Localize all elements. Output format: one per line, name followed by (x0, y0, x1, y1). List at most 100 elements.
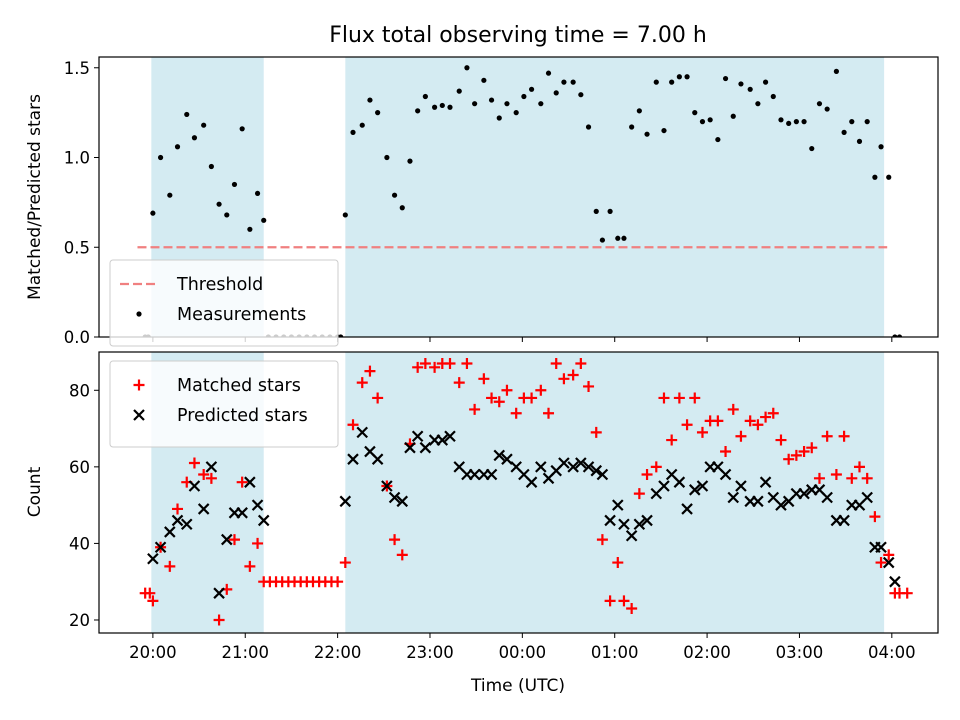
data-point (770, 93, 776, 100)
data-point (882, 556, 895, 569)
data-point (747, 86, 753, 92)
data-point (681, 503, 693, 515)
data-point (644, 131, 650, 137)
data-point (436, 434, 449, 446)
y-axis-label-count: Count (25, 466, 45, 517)
data-point (778, 117, 784, 123)
data-point (618, 595, 630, 607)
data-point (388, 491, 401, 504)
data-point (201, 122, 207, 128)
data-point (886, 174, 892, 180)
x-tick-label: 00:00 (499, 643, 547, 662)
data-point (604, 514, 616, 527)
data-point (578, 92, 584, 98)
data-point (755, 101, 761, 107)
data-point (699, 119, 706, 125)
data-point (468, 468, 481, 481)
data-point (205, 461, 218, 473)
x-tick-label: 20:00 (129, 643, 177, 662)
data-point (147, 595, 159, 607)
data-point (650, 461, 662, 473)
data-point (157, 154, 164, 161)
data-point (526, 392, 538, 404)
data-point (332, 576, 344, 588)
data-point (496, 115, 502, 121)
data-point (759, 476, 772, 488)
data-point (864, 119, 870, 125)
data-point (356, 426, 369, 439)
data-point (469, 403, 481, 415)
data-point (727, 491, 740, 504)
data-point (681, 419, 693, 431)
data-point (896, 334, 903, 337)
y-tick-label: 0.5 (64, 238, 90, 257)
data-point (191, 135, 198, 141)
legend-swatch (133, 379, 145, 391)
y-tick-label: 40 (69, 534, 90, 553)
data-point (216, 201, 222, 207)
data-point (198, 469, 210, 481)
data-point (809, 145, 815, 152)
x-axis-label: Time (UTC) (470, 676, 565, 696)
data-point (615, 235, 621, 241)
data-point (558, 457, 570, 469)
data-point (669, 79, 675, 85)
data-point (596, 468, 609, 481)
series-group (139, 357, 913, 626)
data-point (339, 557, 351, 569)
data-point (673, 392, 685, 404)
data-point (696, 480, 709, 492)
data-point (419, 441, 432, 454)
data-point (570, 79, 576, 85)
data-point (396, 549, 408, 561)
data-point (599, 237, 606, 243)
x-tick-label: 01:00 (591, 643, 639, 662)
data-point (801, 119, 807, 125)
data-point (504, 101, 510, 107)
data-point (892, 334, 898, 337)
x-tick-label: 22:00 (314, 643, 362, 662)
data-point (384, 154, 390, 161)
data-point (633, 488, 645, 500)
data-point (213, 614, 225, 626)
data-point (550, 357, 562, 369)
data-point (472, 101, 478, 107)
data-point (688, 484, 701, 496)
data-point (239, 126, 245, 132)
data-point (567, 369, 579, 381)
data-point (422, 93, 428, 100)
data-point (689, 392, 701, 404)
data-point (833, 68, 839, 74)
series-group (142, 65, 903, 337)
data-point (485, 468, 498, 481)
data-point (342, 212, 348, 218)
data-point (767, 407, 779, 419)
data-point (861, 472, 873, 484)
data-point (612, 499, 624, 511)
data-point (712, 415, 724, 427)
data-point (171, 514, 184, 527)
data-point (356, 377, 368, 389)
data-point (846, 472, 858, 484)
data-point (856, 138, 863, 144)
data-point (821, 430, 833, 442)
data-point (444, 357, 456, 369)
data-point (464, 65, 470, 71)
data-point (213, 587, 225, 599)
data-point (735, 430, 747, 442)
data-point (861, 491, 873, 504)
data-point (513, 110, 519, 116)
data-point (575, 357, 587, 369)
data-point (220, 533, 233, 546)
data-point (786, 120, 792, 127)
data-point (752, 419, 764, 431)
data-point (391, 192, 398, 198)
data-point (707, 117, 713, 123)
plot-frame (98, 351, 939, 634)
data-point (205, 472, 217, 484)
y-tick-label: 1.0 (64, 149, 90, 168)
data-point (164, 526, 176, 538)
data-point (830, 469, 842, 481)
data-point (696, 426, 708, 438)
